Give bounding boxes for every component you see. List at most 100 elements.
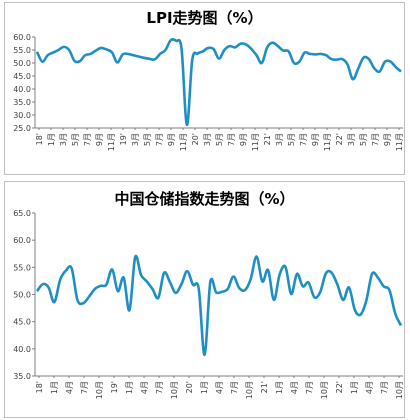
data-point — [365, 299, 367, 301]
data-point — [255, 54, 257, 56]
x-tick-label: 11月 — [251, 133, 260, 151]
x-tick-label: 21' — [263, 133, 272, 145]
data-point — [163, 272, 165, 274]
data-point — [122, 53, 124, 55]
data-point — [65, 270, 67, 272]
data-point — [42, 283, 44, 285]
data-point — [123, 277, 125, 279]
x-tick-label: 3月 — [131, 133, 140, 146]
data-point — [57, 49, 59, 51]
y-tick-label: 25.0 — [13, 124, 31, 133]
data-point — [325, 54, 327, 56]
x-tick-label: 9月 — [167, 133, 176, 146]
data-point — [59, 279, 61, 281]
data-point — [213, 48, 215, 50]
data-point — [346, 63, 348, 65]
series-line — [35, 38, 402, 127]
data-point — [261, 280, 263, 282]
x-tick-label: 7月 — [299, 133, 308, 146]
data-point — [36, 290, 38, 292]
data-point — [84, 54, 86, 56]
data-point — [309, 53, 311, 55]
data-point — [41, 61, 43, 63]
x-tick-label: 22' — [335, 381, 344, 393]
data-point — [272, 42, 274, 44]
y-tick-label: 35.0 — [13, 98, 31, 107]
data-point — [100, 47, 102, 49]
data-point — [354, 309, 356, 311]
x-tick-label: 19' — [110, 381, 119, 393]
y-tick-label: 30.0 — [13, 111, 31, 120]
data-point — [175, 40, 177, 42]
warehouse-index-plot: 35.0 40.0 45.0 50.0 55.0 60.0 65.0 18' 1月 4月 7月 10月… — [13, 209, 404, 399]
data-point — [36, 51, 38, 53]
x-tick-label: 7月 — [371, 133, 380, 146]
data-point — [143, 57, 145, 59]
data-point — [330, 58, 332, 60]
x-tick-label: 10月 — [245, 381, 254, 399]
data-point — [204, 354, 206, 356]
data-point — [53, 301, 55, 303]
data-point — [371, 273, 373, 275]
data-point — [148, 58, 150, 60]
x-tick-label: 19' — [119, 133, 128, 145]
data-point — [400, 324, 402, 326]
data-point — [400, 71, 402, 73]
data-point — [181, 48, 183, 50]
x-tick-label: 7月 — [83, 133, 92, 146]
data-point — [244, 289, 246, 291]
data-point — [127, 53, 129, 55]
y-tick-label: 65.0 — [13, 209, 31, 218]
data-point — [71, 267, 73, 269]
data-point — [250, 48, 252, 50]
x-tick-label: 7月 — [80, 381, 89, 394]
data-point — [106, 48, 108, 50]
data-point — [363, 57, 365, 59]
data-point — [245, 43, 247, 45]
data-point — [134, 256, 136, 258]
data-point — [157, 297, 159, 299]
data-point — [198, 288, 200, 290]
data-point — [267, 269, 269, 271]
x-tick-label: 4月 — [365, 381, 374, 394]
data-point — [290, 293, 292, 295]
data-point — [288, 50, 290, 52]
y-tick-label: 50.0 — [13, 291, 31, 300]
data-point — [105, 284, 107, 286]
data-point — [95, 50, 97, 52]
data-point — [293, 62, 295, 64]
data-point — [394, 313, 396, 315]
x-tick-label: 7月 — [380, 381, 389, 394]
data-point — [389, 60, 391, 62]
y-tick-label: 45.0 — [13, 318, 31, 327]
data-point — [221, 291, 223, 293]
data-point — [47, 54, 49, 56]
data-point — [111, 269, 113, 271]
data-point — [159, 53, 161, 55]
data-point — [100, 285, 102, 287]
x-tick-label: 5月 — [143, 133, 152, 146]
series-line — [35, 254, 403, 357]
data-point — [223, 49, 225, 51]
x-tick-label: 5月 — [359, 133, 368, 146]
data-point — [164, 49, 166, 51]
data-point — [90, 53, 92, 55]
data-point — [296, 273, 298, 275]
data-point — [250, 278, 252, 280]
data-point — [215, 291, 217, 293]
data-point — [384, 61, 386, 63]
x-tick-label: 7月 — [155, 381, 164, 394]
x-tick-label: 11月 — [179, 133, 188, 151]
x-tick-label: 1月 — [50, 381, 59, 394]
data-point — [169, 281, 171, 283]
data-point — [152, 288, 154, 290]
data-point — [186, 270, 188, 272]
data-point — [111, 51, 113, 53]
data-point — [319, 291, 321, 293]
data-point — [336, 59, 338, 61]
x-tick-label: 9月 — [311, 133, 320, 146]
data-point — [68, 49, 70, 51]
data-point — [175, 292, 177, 294]
x-tick-label: 18' — [35, 133, 44, 145]
x-tick-label: 9月 — [239, 133, 248, 146]
